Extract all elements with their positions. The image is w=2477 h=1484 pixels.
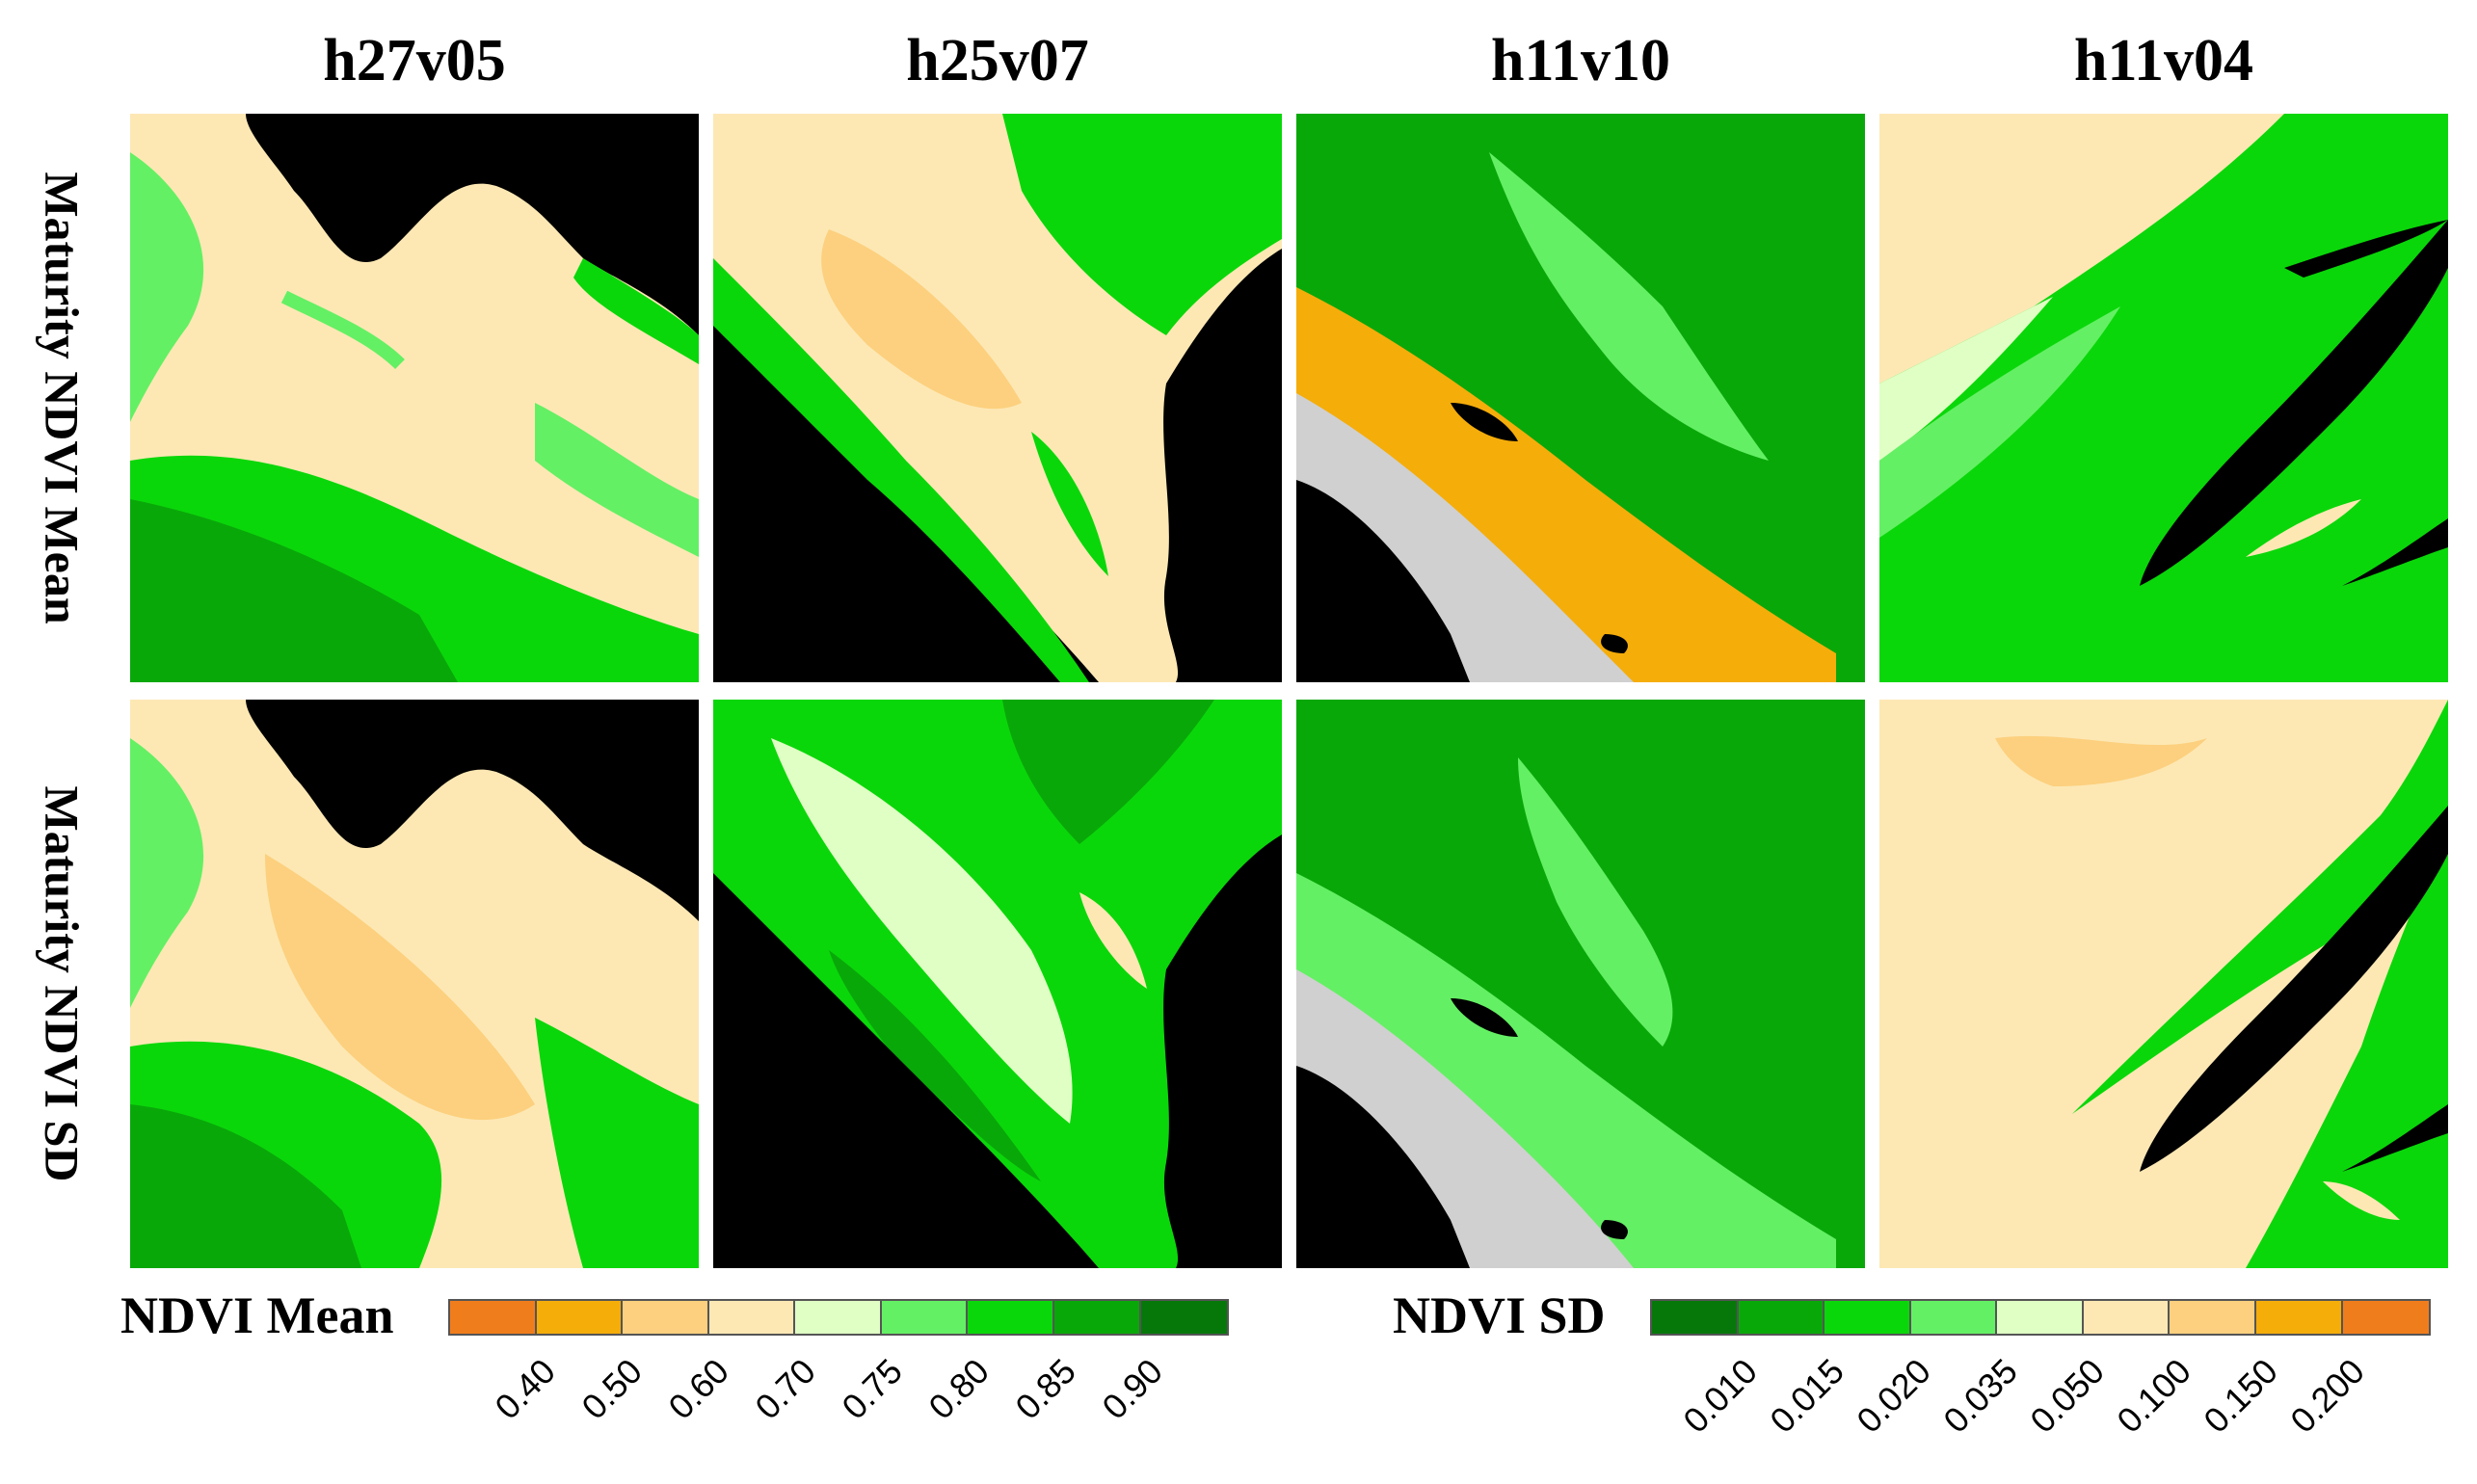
map-mean-h11v04	[1879, 114, 2448, 682]
legend-sd-swatch	[1738, 1301, 1825, 1334]
row-title-sd-wrap: Maturity NDVI SD	[0, 700, 125, 1268]
row-title-sd: Maturity NDVI SD	[36, 785, 90, 1182]
legend-mean-swatch	[1140, 1301, 1228, 1334]
legend-mean-tick-label: 0.60	[660, 1351, 736, 1427]
map-sd-h25v07	[713, 700, 1282, 1268]
legend-sd-tick-label: 0.015	[1762, 1351, 1851, 1441]
legend-mean-swatch	[881, 1301, 969, 1334]
legend-mean-swatch	[450, 1301, 537, 1334]
legend-mean-swatch	[968, 1301, 1054, 1334]
legend-sd-swatch	[2083, 1301, 2171, 1334]
map-mean-h25v07	[713, 114, 1282, 682]
map-sd-h11v10	[1296, 700, 1865, 1268]
legend-mean-tick-label: 0.40	[487, 1351, 563, 1427]
legend-sd-tick-label: 0.035	[1935, 1351, 2025, 1441]
legend-sd-tick-label: 0.050	[2022, 1351, 2112, 1441]
legend-sd-swatch	[2342, 1301, 2430, 1334]
column-title-h11v10: h11v10	[1490, 28, 1671, 93]
legend-mean-tick-label: 0.50	[573, 1351, 650, 1427]
legend-mean-swatch	[536, 1301, 624, 1334]
legend-sd-swatch	[2170, 1301, 2256, 1334]
row-title-mean-wrap: Maturity NDVI Mean	[0, 114, 125, 682]
column-title-h25v07: h25v07	[906, 28, 1089, 93]
legend-sd-swatch	[2255, 1301, 2343, 1334]
legend-mean-swatch	[623, 1301, 709, 1334]
legend-mean-tick-label: 0.80	[920, 1351, 997, 1427]
legend-mean-tick-label: 0.85	[1007, 1351, 1083, 1427]
legend-mean-swatch	[1053, 1301, 1141, 1334]
legend-sd-tick-label: 0.010	[1675, 1351, 1765, 1441]
map-mean-h11v10	[1296, 114, 1865, 682]
legend-sd-colorbar	[1650, 1299, 2431, 1336]
legend-mean-tick-label: 0.70	[747, 1351, 823, 1427]
legend-sd-tick-label: 0.200	[2282, 1351, 2372, 1441]
row-title-mean: Maturity NDVI Mean	[36, 172, 90, 624]
column-title-h27v05: h27v05	[323, 28, 506, 93]
legend-mean-swatch	[708, 1301, 796, 1334]
column-title-h11v04: h11v04	[2073, 28, 2254, 93]
legend-sd-swatch	[1652, 1301, 1739, 1334]
legend-sd-swatch	[1997, 1301, 2084, 1334]
legend-sd-swatch	[1824, 1301, 1911, 1334]
legend-mean-tick-label: 0.75	[834, 1351, 910, 1427]
legend-sd-title: NDVI SD	[1393, 1286, 1606, 1344]
legend-sd-tick-label: 0.150	[2196, 1351, 2285, 1441]
legend-mean-colorbar	[448, 1299, 1229, 1336]
map-mean-h27v05	[130, 114, 699, 682]
legend-mean-swatch	[795, 1301, 882, 1334]
legend-sd-swatch	[1910, 1301, 1998, 1334]
legend-sd-tick-label: 0.020	[1849, 1351, 1938, 1441]
legend-mean-tick-label: 0.90	[1094, 1351, 1170, 1427]
map-sd-h11v04	[1879, 700, 2448, 1268]
legend-mean-title: NDVI Mean	[120, 1286, 394, 1344]
legend-sd-tick-label: 0.100	[2109, 1351, 2198, 1441]
map-sd-h27v05	[130, 700, 699, 1268]
